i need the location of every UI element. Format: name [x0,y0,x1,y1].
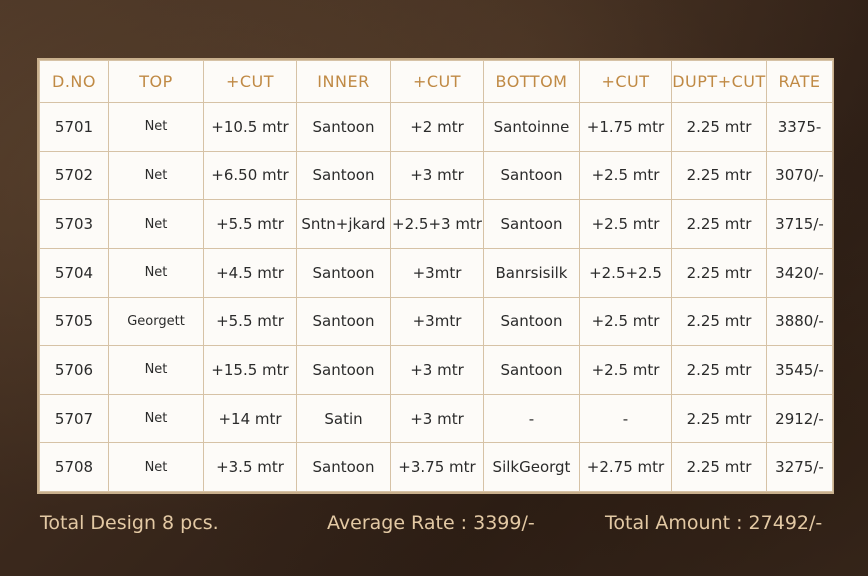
header-dupatta-cut: DUPT+CUT [671,60,767,103]
table-row: 5707 Net +14 mtr Satin +3 mtr - - 2.25 m… [39,393,833,444]
cell-bottom: Santoon [483,199,580,249]
header-inner: INNER [296,60,391,103]
cell-rate: 3880/- [766,296,833,347]
cell-bottom: Santoon [483,296,580,347]
cell-dno: 5707 [39,393,109,444]
cell-inner: Satin [296,393,391,444]
cell-inner-cut: +3 mtr [390,345,484,395]
cell-bottom-cut: +2.75 mtr [579,442,672,492]
cell-top: Net [108,150,204,201]
cell-top-cut: +6.50 mtr [203,150,297,201]
header-top: TOP [108,60,204,103]
cell-top: Georgett [108,296,204,347]
cell-inner-cut: +2 mtr [390,102,484,152]
cell-dno: 5705 [39,296,109,347]
cell-inner: Santoon [296,442,391,492]
table-row: 5706 Net +15.5 mtr Santoon +3 mtr Santoo… [39,345,833,395]
cell-bottom-cut: +1.75 mtr [579,102,672,152]
table-header-row: D.NO TOP +CUT INNER +CUT BOTTOM +CUT DUP… [39,60,833,103]
table-row: 5703 Net +5.5 mtr Sntn+jkard +2.5+3 mtr … [39,199,833,249]
cell-top-cut: +5.5 mtr [203,296,297,347]
cell-dno: 5708 [39,442,109,492]
cell-bottom-cut: +2.5 mtr [579,199,672,249]
average-rate-label: Average Rate : 3399/- [327,512,535,534]
cell-top: Net [108,199,204,249]
cell-inner-cut: +2.5+3 mtr [390,199,484,249]
cell-dno: 5701 [39,102,109,152]
cell-bottom: Santoinne [483,102,580,152]
cell-rate: 3275/- [766,442,833,492]
cell-inner: Santoon [296,102,391,152]
cell-top-cut: +10.5 mtr [203,102,297,152]
cell-dupatta-cut: 2.25 mtr [671,102,767,152]
cell-bottom-cut: +2.5 mtr [579,150,672,201]
cell-rate: 3070/- [766,150,833,201]
cell-bottom-cut: +2.5 mtr [579,296,672,347]
cell-top: Net [108,247,204,298]
header-bottom: BOTTOM [483,60,580,103]
cell-top: Net [108,442,204,492]
total-amount-label: Total Amount : 27492/- [605,512,823,534]
cell-inner-cut: +3 mtr [390,393,484,444]
cell-dno: 5706 [39,345,109,395]
header-rate: RATE [766,60,833,103]
cell-dupatta-cut: 2.25 mtr [671,393,767,444]
cell-inner-cut: +3mtr [390,247,484,298]
header-inner-cut: +CUT [390,60,484,103]
cell-dupatta-cut: 2.25 mtr [671,150,767,201]
cell-inner: Sntn+jkard [296,199,391,249]
cell-dno: 5702 [39,150,109,201]
design-rate-table: D.NO TOP +CUT INNER +CUT BOTTOM +CUT DUP… [39,60,833,492]
cell-bottom: - [483,393,580,444]
cell-inner: Santoon [296,150,391,201]
table-row: 5704 Net +4.5 mtr Santoon +3mtr Banrsisi… [39,247,833,298]
total-design-label: Total Design 8 pcs. [40,512,219,534]
price-sheet: D.NO TOP +CUT INNER +CUT BOTTOM +CUT DUP… [37,58,834,494]
cell-rate: 3715/- [766,199,833,249]
cell-bottom: Santoon [483,345,580,395]
cell-bottom-cut: +2.5 mtr [579,345,672,395]
cell-top-cut: +3.5 mtr [203,442,297,492]
cell-inner-cut: +3mtr [390,296,484,347]
cell-rate: 3420/- [766,247,833,298]
cell-top-cut: +15.5 mtr [203,345,297,395]
cell-top: Net [108,102,204,152]
cell-bottom: Santoon [483,150,580,201]
table-row: 5705 Georgett +5.5 mtr Santoon +3mtr San… [39,296,833,347]
cell-rate: 2912/- [766,393,833,444]
table-row: 5702 Net +6.50 mtr Santoon +3 mtr Santoo… [39,150,833,201]
cell-bottom-cut: - [579,393,672,444]
cell-top-cut: +14 mtr [203,393,297,444]
table-row: 5708 Net +3.5 mtr Santoon +3.75 mtr Silk… [39,442,833,492]
cell-top: Net [108,345,204,395]
cell-inner: Santoon [296,345,391,395]
header-bottom-cut: +CUT [579,60,672,103]
cell-top-cut: +5.5 mtr [203,199,297,249]
cell-bottom: SilkGeorgt [483,442,580,492]
cell-inner: Santoon [296,247,391,298]
cell-dupatta-cut: 2.25 mtr [671,247,767,298]
cell-top-cut: +4.5 mtr [203,247,297,298]
cell-dupatta-cut: 2.25 mtr [671,442,767,492]
cell-bottom: Banrsisilk [483,247,580,298]
cell-rate: 3545/- [766,345,833,395]
table-row: 5701 Net +10.5 mtr Santoon +2 mtr Santoi… [39,102,833,152]
header-top-cut: +CUT [203,60,297,103]
cell-inner-cut: +3.75 mtr [390,442,484,492]
cell-rate: 3375- [766,102,833,152]
cell-dno: 5703 [39,199,109,249]
cell-bottom-cut: +2.5+2.5 [579,247,672,298]
cell-inner: Santoon [296,296,391,347]
cell-dupatta-cut: 2.25 mtr [671,345,767,395]
cell-top: Net [108,393,204,444]
cell-dupatta-cut: 2.25 mtr [671,296,767,347]
cell-dno: 5704 [39,247,109,298]
cell-inner-cut: +3 mtr [390,150,484,201]
cell-dupatta-cut: 2.25 mtr [671,199,767,249]
header-dno: D.NO [39,60,109,103]
